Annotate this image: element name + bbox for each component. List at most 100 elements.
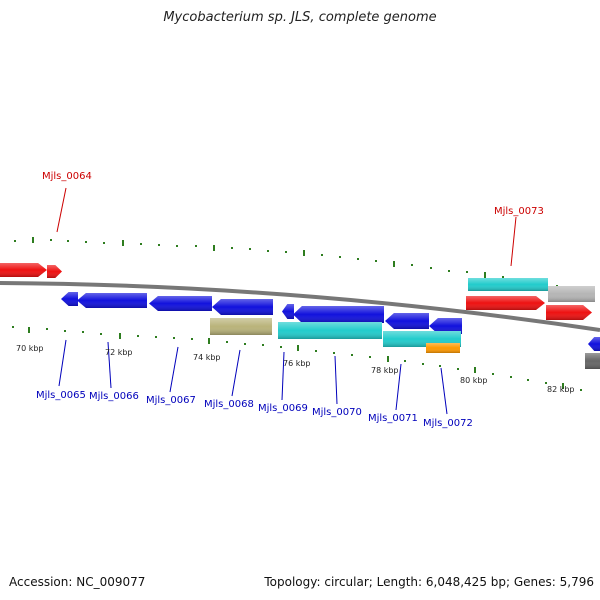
tick-mark — [315, 350, 317, 352]
tick-mark — [303, 250, 305, 256]
tick-mark — [32, 237, 34, 243]
inner-tick-marks — [12, 326, 582, 391]
tick-mark — [562, 383, 564, 389]
leader-line — [281, 351, 285, 401]
tick-mark — [339, 256, 341, 258]
kbp-label: 80 kbp — [460, 376, 488, 385]
kbp-label: 74 kbp — [193, 353, 221, 362]
tick-mark — [195, 245, 197, 247]
tick-mark — [502, 276, 504, 278]
gene-mjls-0072 — [426, 343, 460, 353]
genome-stats-text: Topology: circular; Length: 6,048,425 bp… — [264, 575, 594, 589]
kbp-scale-labels: 70 kbp 72 kbp 74 kbp 76 kbp 78 kbp 80 kbp 82 k… — [16, 344, 575, 394]
tick-mark — [64, 330, 66, 332]
tick-mark — [439, 365, 441, 367]
leader-line — [107, 341, 112, 389]
leader-line — [56, 187, 67, 233]
gene-name-label[interactable]: Mjls_0069 — [258, 403, 308, 414]
tick-mark — [280, 346, 282, 348]
kbp-label: 82 kbp — [547, 385, 575, 394]
tick-mark — [492, 373, 494, 375]
tick-mark — [191, 338, 193, 340]
tick-mark — [140, 243, 142, 245]
gene-name-label[interactable]: Mjls_0071 — [368, 413, 418, 424]
gene-name-label[interactable]: Mjls_0064 — [42, 171, 92, 182]
gene-name-label[interactable]: Mjls_0073 — [494, 206, 544, 217]
tick-mark — [580, 389, 582, 391]
tick-mark — [411, 264, 413, 266]
genome-backbone — [0, 281, 600, 332]
leader-line — [510, 216, 517, 267]
tick-mark — [369, 356, 371, 358]
leader-line — [231, 349, 241, 397]
tick-mark — [393, 261, 395, 267]
leader-line — [440, 367, 448, 415]
gene-mjls-0070b — [385, 313, 429, 329]
gene-mjls-edge — [588, 337, 600, 351]
tick-mark — [321, 254, 323, 256]
gene-mjls-0071 — [429, 318, 462, 334]
leader-line — [58, 339, 67, 387]
tick-mark — [158, 244, 160, 246]
kbp-label: 76 kbp — [283, 359, 311, 368]
tick-mark — [262, 344, 264, 346]
gene-mjls-0068 — [210, 318, 272, 335]
tick-mark — [12, 326, 14, 328]
tick-mark — [484, 272, 486, 278]
genome-title: Mycobacterium sp. JLS, complete genome — [163, 10, 437, 25]
tick-mark — [155, 336, 157, 338]
tick-mark — [297, 345, 299, 351]
gene-mjls-0069 — [282, 304, 294, 319]
tick-mark — [208, 338, 210, 344]
tick-mark — [122, 240, 124, 246]
tick-mark — [448, 270, 450, 272]
tick-mark — [285, 251, 287, 253]
gene-mjls-0074 — [546, 305, 592, 320]
gene-mjls-0073 — [466, 296, 545, 310]
tick-mark — [404, 360, 406, 362]
tick-mark — [226, 341, 228, 343]
tick-mark — [545, 382, 547, 384]
tick-mark — [466, 271, 468, 273]
gene-mjls-0065 — [61, 292, 78, 306]
gene-gray-segment — [548, 286, 595, 302]
leader-line — [334, 355, 338, 405]
tick-mark — [430, 267, 432, 269]
gene-mjls-0070 — [293, 306, 384, 323]
tick-mark — [510, 376, 512, 378]
tick-mark — [82, 331, 84, 333]
gene-mjls-0066 — [77, 293, 147, 308]
kbp-label: 78 kbp — [371, 366, 399, 375]
tick-mark — [137, 335, 139, 337]
gene-name-label[interactable]: Mjls_0065 — [36, 390, 86, 401]
gene-mjls-0063 — [0, 263, 47, 277]
tick-mark — [67, 240, 69, 242]
tick-mark — [213, 245, 215, 251]
tick-mark — [173, 337, 175, 339]
tick-mark — [474, 367, 476, 373]
leader-line — [169, 346, 179, 393]
gene-darkgray-edge — [585, 353, 600, 369]
tick-mark — [249, 248, 251, 250]
tick-mark — [100, 333, 102, 335]
gene-features — [0, 263, 600, 369]
tick-mark — [375, 260, 377, 262]
gene-name-label[interactable]: Mjls_0068 — [204, 399, 254, 410]
kbp-label: 72 kbp — [105, 348, 133, 357]
gene-name-label[interactable]: Mjls_0072 — [423, 418, 473, 429]
tick-mark — [85, 241, 87, 243]
gene-name-label[interactable]: Mjls_0067 — [146, 395, 196, 406]
tick-mark — [457, 368, 459, 370]
tick-mark — [351, 354, 353, 356]
tick-mark — [176, 245, 178, 247]
tick-mark — [231, 247, 233, 249]
tick-mark — [46, 328, 48, 330]
gene-mjls-0064 — [47, 265, 62, 278]
gene-name-label[interactable]: Mjls_0070 — [312, 407, 362, 418]
gene-mjls-0067 — [149, 296, 212, 311]
tick-mark — [103, 242, 105, 244]
gene-name-label[interactable]: Mjls_0066 — [89, 391, 139, 402]
accession-text: Accession: NC_009077 — [9, 575, 146, 589]
tick-mark — [267, 250, 269, 252]
